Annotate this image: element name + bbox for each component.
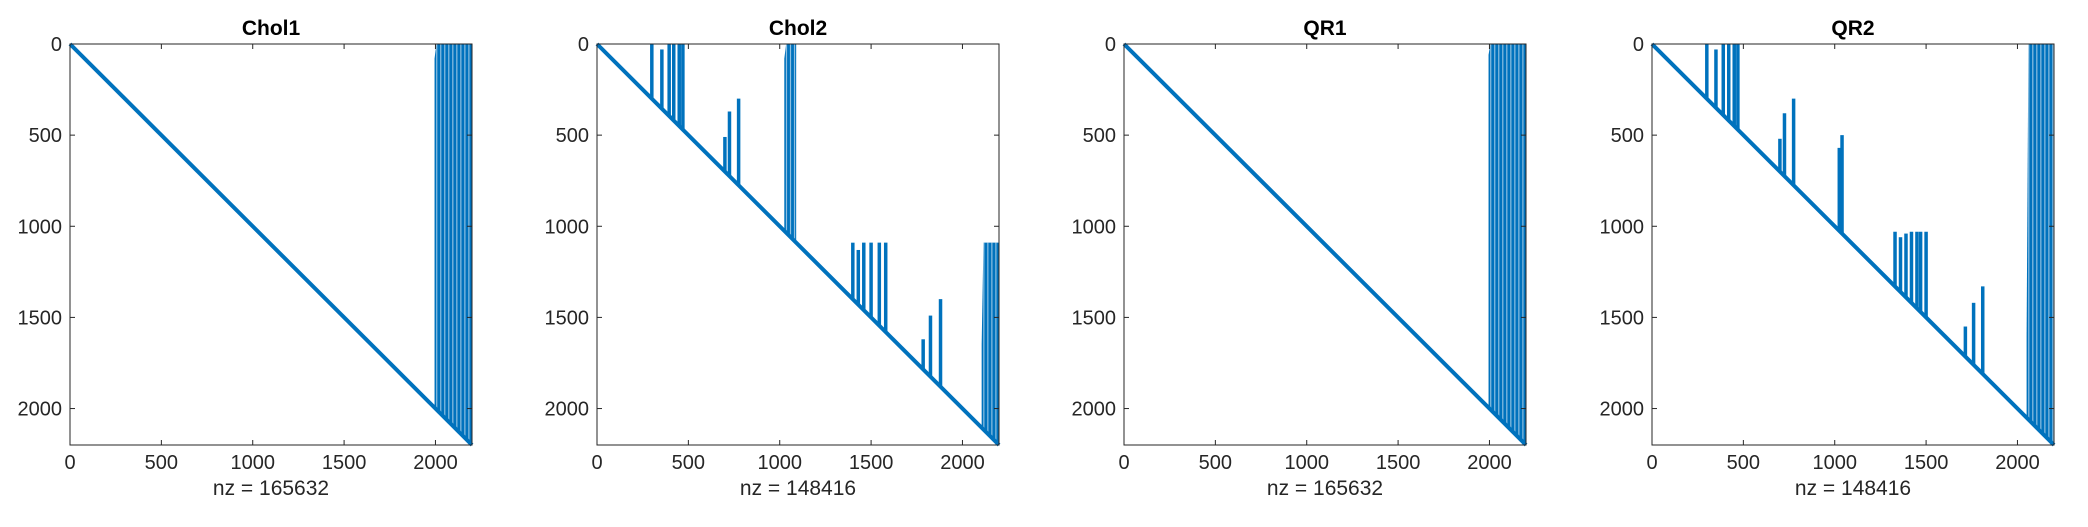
y-tick-label: 1500 [1072, 307, 1117, 329]
x-tick-label: 0 [1646, 452, 1657, 474]
x-tick-label: 500 [145, 452, 178, 474]
y-tick-label: 500 [1611, 125, 1644, 147]
x-axis-label: nz = 148416 [740, 477, 856, 500]
x-tick-label: 500 [1199, 452, 1232, 474]
x-axis-label: nz = 165632 [1267, 477, 1383, 500]
y-tick-label: 0 [1105, 34, 1116, 56]
y-tick-label: 1500 [545, 307, 590, 329]
dense-block-2 [981, 242, 999, 445]
y-tick-label: 2000 [18, 399, 63, 421]
x-tick-label: 1500 [849, 452, 894, 474]
y-tick-label: 1500 [1600, 307, 1645, 329]
x-tick-label: 2000 [1467, 452, 1512, 474]
x-tick-label: 1500 [322, 452, 367, 474]
y-tick-label: 0 [578, 34, 589, 56]
x-tick-label: 1500 [1904, 452, 1949, 474]
x-tick-label: 2000 [1995, 452, 2040, 474]
diagonal-nonzeros [595, 42, 1001, 447]
x-tick-label: 2000 [940, 452, 985, 474]
axes-box [69, 43, 473, 446]
x-tick-label: 1000 [1812, 452, 1857, 474]
x-tick-label: 0 [1118, 452, 1129, 474]
y-tick-label: 500 [556, 125, 589, 147]
y-tick-label: 500 [29, 125, 62, 147]
x-tick-label: 1000 [1284, 452, 1329, 474]
x-tick-label: 0 [591, 452, 602, 474]
y-tick-label: 0 [51, 34, 62, 56]
y-tick-label: 1000 [18, 216, 63, 238]
plot-title: QR2 [1831, 17, 1874, 40]
plot-title: Chol1 [242, 17, 301, 40]
axes-box [1651, 43, 2055, 446]
x-tick-label: 1000 [757, 452, 802, 474]
y-tick-label: 2000 [1072, 399, 1117, 421]
y-tick-label: 1000 [1600, 216, 1645, 238]
diagonal-nonzeros [68, 42, 474, 447]
x-tick-label: 1000 [230, 452, 275, 474]
y-tick-label: 500 [1083, 125, 1116, 147]
x-tick-label: 1500 [1376, 452, 1421, 474]
y-tick-label: 2000 [1600, 399, 1645, 421]
plot-title: QR1 [1303, 17, 1347, 40]
x-axis-label: nz = 165632 [213, 477, 329, 500]
axes-box [596, 43, 1000, 446]
y-tick-label: 1000 [1072, 216, 1117, 238]
axes-box [1123, 43, 1527, 446]
x-axis-label: nz = 148416 [1795, 477, 1911, 500]
x-tick-label: 500 [672, 452, 705, 474]
x-tick-label: 500 [1727, 452, 1760, 474]
spy-plot-qr1: 0 500 1000 1500 2000 0 500 1000 1500 2000 QR1 nz = … [1072, 17, 1528, 500]
diagonal-nonzeros [1650, 42, 2056, 447]
x-tick-label: 2000 [413, 452, 458, 474]
y-tick-label: 1000 [545, 216, 590, 238]
diagonal-nonzeros [1122, 42, 1528, 447]
y-tick-label: 2000 [545, 399, 590, 421]
y-tick-label: 1500 [18, 307, 63, 329]
x-tick-label: 0 [64, 452, 75, 474]
y-tick-label: 0 [1633, 34, 1644, 56]
plot-title: Chol2 [769, 17, 827, 40]
spy-plot-qr2: 0 500 1000 1500 2000 0 500 1000 1500 2000 QR2 nz = … [1600, 17, 2056, 500]
spy-plot-chol1: 0 500 1000 1500 2000 0 500 1000 1500 2000 Chol1 nz … [18, 17, 474, 500]
spy-plot-chol2: 0 500 1000 1500 2000 0 500 1000 1500 2000 Chol2 nz … [545, 17, 1001, 500]
